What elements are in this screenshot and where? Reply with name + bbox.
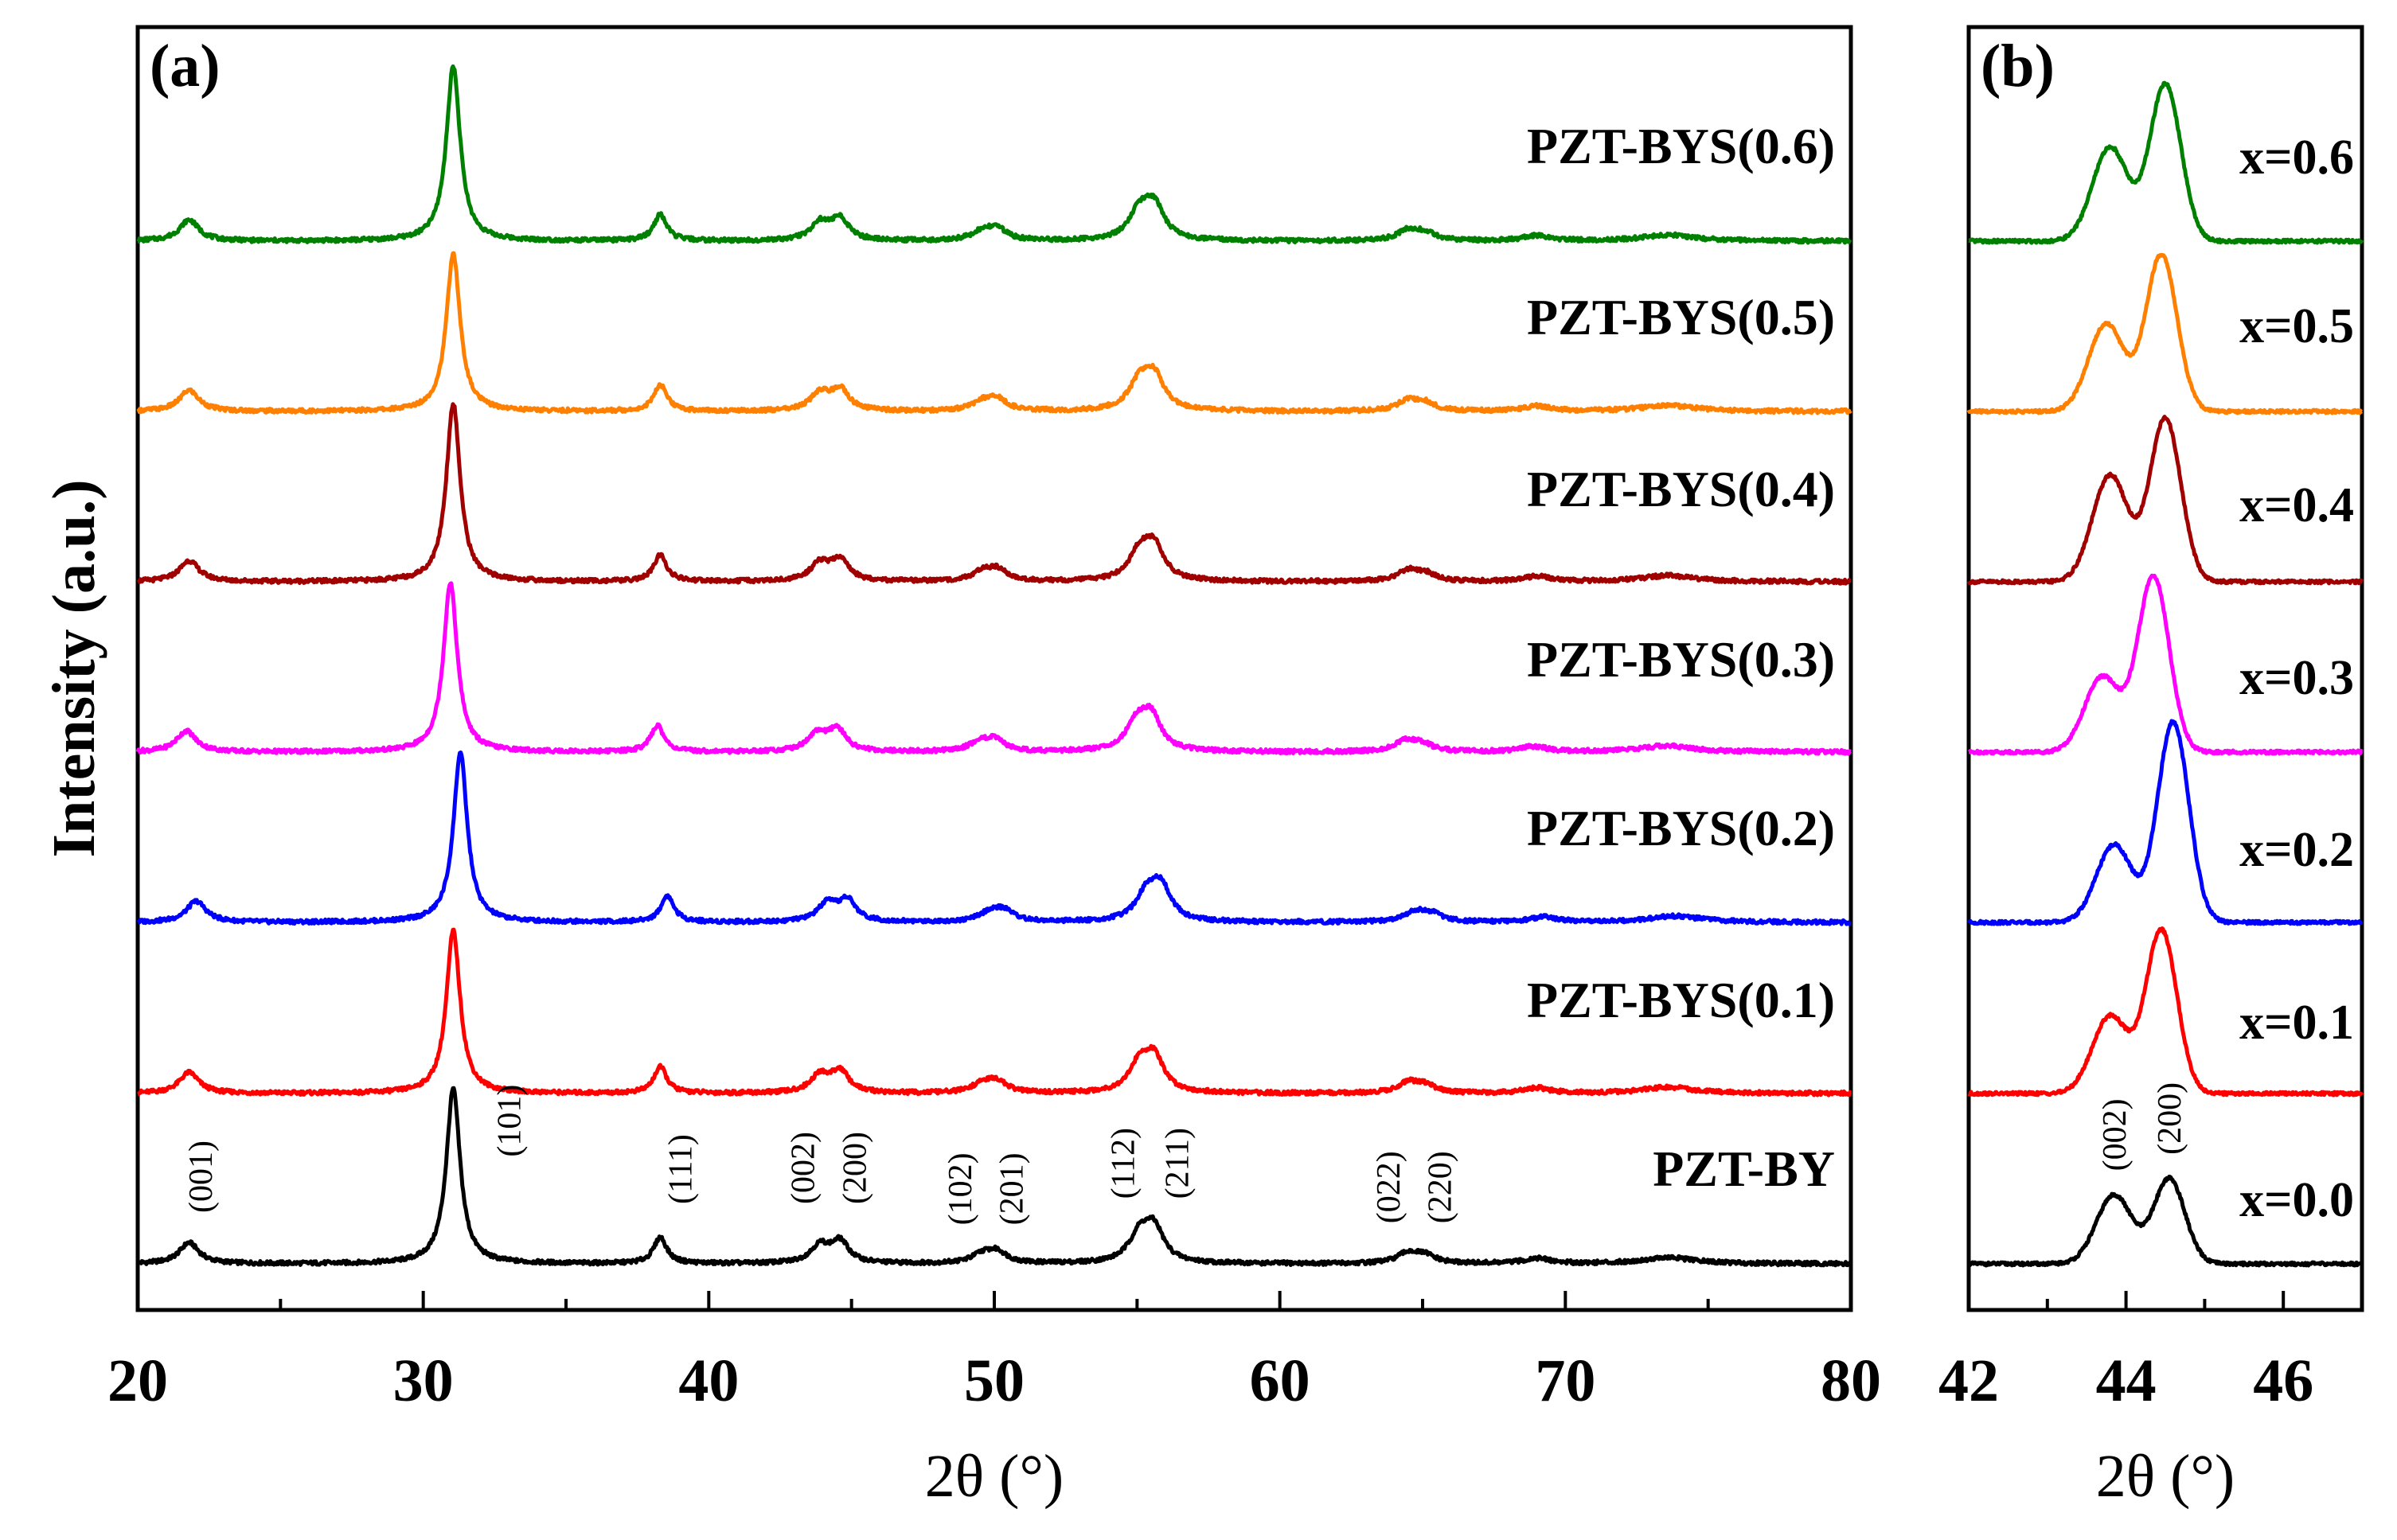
- hkl-label: (220): [1423, 1151, 1459, 1223]
- panel-b-series-label: x=0.6: [2239, 131, 2354, 185]
- panel-b-series-label: x=0.5: [2239, 299, 2354, 353]
- panel-b-label: (b): [1981, 33, 2055, 99]
- hkl-label: (111): [662, 1134, 699, 1204]
- panel-a-tick-label: 40: [678, 1347, 739, 1414]
- panel-b-series-x=0.5: [1966, 252, 2364, 415]
- panel-b-series-x=0.3: [1967, 573, 2364, 756]
- panel-b-series-label: x=0.2: [2239, 823, 2354, 877]
- panel-b-hkl-labels: (002) (200): [2097, 1082, 2188, 1171]
- panel-a-series-label: PZT-BYS(0.3): [1527, 631, 1835, 688]
- panel-a-series-label: PZT-BYS(0.2): [1527, 800, 1835, 856]
- panel-a-curves: [135, 64, 1853, 1268]
- panel-a-tick-label: 50: [964, 1347, 1025, 1414]
- hkl-label: (022): [1371, 1151, 1407, 1223]
- panel-a-tick-label: 70: [1535, 1347, 1595, 1414]
- panel-a-series-PZT-BYS(0.5): [136, 251, 1852, 415]
- panel-a-tick-label: 20: [107, 1347, 168, 1414]
- panel-b-series-label: x=0.1: [2239, 996, 2354, 1050]
- panel-b-frame: [1966, 25, 2364, 1312]
- panel-a-series-PZT-BY: [135, 1086, 1853, 1268]
- panel-b-series-label: x=0.4: [2239, 478, 2354, 532]
- panel-b-series-x=0.0: [1966, 1175, 2364, 1268]
- hkl-label: (112): [1105, 1128, 1142, 1199]
- panel-a-series-label: PZT-BY: [1653, 1140, 1835, 1197]
- panel-b-x-axis-title: 2θ (°): [2096, 1443, 2235, 1510]
- panel-a-series-PZT-BYS(0.3): [135, 581, 1852, 756]
- hkl-label: (102): [943, 1152, 979, 1225]
- panel-b-x-ticks: 42 44 46: [1938, 1291, 2364, 1414]
- panel-a: 20 30 40 50 60 70 80 (001) (101) (111) (002) (200)…: [41, 25, 1881, 1510]
- panel-a-series-label: PZT-BYS(0.1): [1527, 972, 1835, 1028]
- hkl-label: (200): [837, 1132, 873, 1204]
- panel-a-series-labels: PZT-BY PZT-BYS(0.1) PZT-BYS(0.2) PZT-BYS(0.…: [1527, 118, 1835, 1197]
- y-axis-title: Intensity (a.u.): [41, 479, 107, 857]
- panel-a-series-PZT-BYS(0.4): [136, 402, 1852, 586]
- panel-b-tick-label: 46: [2253, 1347, 2313, 1414]
- panel-a-label: (a): [150, 33, 221, 99]
- hkl-label: (201): [994, 1152, 1031, 1225]
- panel-a-series-label: PZT-BYS(0.5): [1527, 289, 1835, 345]
- panel-a-series-label: PZT-BYS(0.6): [1527, 118, 1835, 174]
- panel-a-hkl-labels: (001) (101) (111) (002) (200) (102) (201) (112)…: [183, 1085, 1459, 1226]
- hkl-label: (001): [183, 1140, 220, 1213]
- panel-a-series-PZT-BYS(0.2): [136, 751, 1852, 926]
- hkl-label: (002): [786, 1132, 822, 1204]
- panel-a-series-PZT-BYS(0.1): [136, 927, 1852, 1097]
- panel-b-series-x=0.4: [1966, 415, 2364, 586]
- hkl-label: (200): [2152, 1082, 2188, 1155]
- panel-b-series-label: x=0.3: [2239, 651, 2354, 705]
- panel-a-x-ticks: 20 30 40 50 60 70 80: [107, 1291, 1881, 1414]
- panel-b-series-labels: x=0.0 x=0.1 x=0.2 x=0.3 x=0.4 x=0.5 x=0.6: [2239, 131, 2354, 1227]
- panel-b-tick-label: 42: [1938, 1347, 1999, 1414]
- hkl-label: (101): [491, 1085, 528, 1157]
- panel-b-series-x=0.1: [1967, 926, 2364, 1097]
- panel-a-series-label: PZT-BYS(0.4): [1527, 461, 1835, 517]
- panel-b-series-x=0.2: [1966, 719, 2364, 926]
- panel-b-series-label: x=0.0: [2239, 1173, 2354, 1227]
- panel-a-series-PZT-BYS(0.6): [136, 64, 1852, 245]
- panel-a-tick-label: 30: [393, 1347, 454, 1414]
- panel-a-x-axis-title: 2θ (°): [925, 1443, 1064, 1510]
- panel-a-tick-label: 80: [1821, 1347, 1881, 1414]
- panel-b-tick-label: 44: [2096, 1347, 2157, 1414]
- panel-a-tick-label: 60: [1250, 1347, 1310, 1414]
- panel-b-curves: [1966, 80, 2364, 1268]
- panel-b: 42 44 46 (002) (200) x=0.0x=0.1x=0.2x=0.3x=…: [1938, 25, 2364, 1510]
- hkl-label: (002): [2097, 1098, 2133, 1171]
- panel-b-series-x=0.6: [1967, 80, 2364, 245]
- hkl-label: (211): [1160, 1128, 1197, 1199]
